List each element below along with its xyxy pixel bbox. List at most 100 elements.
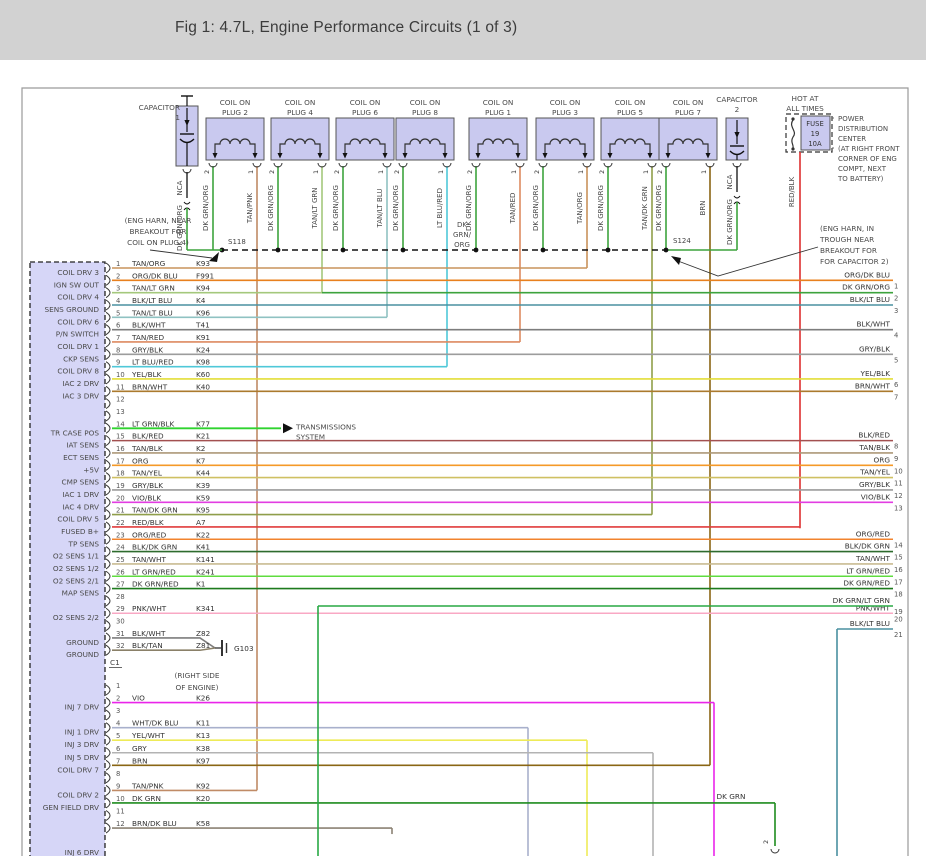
pin-bracket-icon [105, 583, 111, 595]
splice-s118-label: S118 [228, 238, 246, 246]
pin-number: 26 [116, 568, 125, 576]
pin-bracket-icon [105, 684, 111, 696]
pin-bracket-icon [105, 373, 111, 385]
circuit-code-label: K98 [196, 358, 210, 367]
pin-bracket-icon [105, 422, 111, 434]
pin-number: 8 [116, 346, 120, 354]
coil-label: PLUG 6 [352, 108, 378, 117]
pin-bracket-icon [105, 810, 111, 821]
wire-color-label: DK GRN [717, 792, 746, 801]
wire-color-label: DK GRN/ORG [202, 185, 210, 231]
pin-number: 7 [116, 757, 120, 765]
wire-color-label: GRY [132, 744, 147, 753]
wire-color-label: TAN/RED [509, 193, 517, 225]
transmission-system-label: SYSTEM [296, 432, 325, 441]
circuit-code-label: K40 [196, 382, 210, 391]
coil-pin-number: 1 [377, 170, 385, 174]
pin-number: 17 [116, 457, 125, 465]
fuse-terminal [791, 147, 795, 151]
coil-label: COIL ON [615, 98, 646, 107]
wire-color-label: TAN/ORG [576, 192, 584, 225]
diagram-frame [21, 87, 909, 856]
exit-number: 1 [894, 282, 898, 290]
pin-number: 22 [116, 519, 125, 527]
circuit-code-label: K44 [196, 469, 210, 478]
wire-color-label: DK GRN/ORG [465, 185, 473, 231]
wire-color-label: TAN/PNK [131, 781, 164, 790]
exit-wire-label: BLK/RED [858, 431, 890, 440]
connector-cup-icon [398, 162, 408, 168]
connector-cup-icon [338, 162, 348, 168]
exit-number: 11 [894, 480, 903, 488]
coil-label: PLUG 3 [552, 108, 578, 117]
pin-bracket-icon [105, 734, 111, 746]
harness-note-left: (ENG HARN, NEAR [125, 216, 192, 225]
circuit-code-label: K21 [196, 432, 210, 441]
arrowhead-icon [475, 153, 481, 159]
coil-winding-icon [477, 138, 519, 153]
connector-cup-icon [471, 162, 481, 168]
circuit-code-label: K93 [196, 259, 210, 268]
connector-cup-icon [382, 162, 392, 168]
pcm-pin-label: INJ 1 DRV [65, 728, 99, 737]
wire-color-label: VIO/BLK [132, 493, 161, 502]
pcm-pin-label: GROUND [66, 650, 99, 659]
circuit-code-label: K60 [196, 370, 210, 379]
pin-number: 9 [116, 782, 120, 790]
exit-wire-label: ORG [874, 455, 891, 464]
exit-wire-label: LT GRN/RED [846, 566, 890, 575]
pin-number: 13 [116, 408, 125, 416]
pin-bracket-icon [105, 822, 111, 834]
circuit-code-label: K341 [196, 604, 215, 613]
arrowhead-icon [342, 153, 348, 159]
pin-bracket-icon [105, 385, 111, 397]
coil-pin-number: 2 [466, 170, 474, 174]
coil-label: PLUG 4 [287, 108, 313, 117]
circuit-code-label: K141 [196, 555, 215, 564]
connector-cup-icon [515, 162, 525, 168]
connector-cup-icon [273, 162, 283, 168]
exit-wire-label: BLK/LT BLU [850, 295, 890, 304]
pin-number: 12 [116, 820, 125, 828]
wire-color-label: TAN/LT GRN [131, 284, 175, 293]
exit-number: 4 [894, 332, 898, 340]
pin-number: 2 [116, 272, 120, 280]
wire-color-label: DK GRN/ORG [532, 185, 540, 231]
wire-color-label: BLK/RED [132, 432, 164, 441]
arrowhead-icon [582, 153, 588, 159]
exit-wire-label: YEL/BLK [860, 369, 891, 378]
pin-number: 6 [116, 745, 120, 753]
coil-pin-number: 1 [642, 170, 650, 174]
coil-winding-icon [544, 138, 586, 153]
nca-wire-label: NCA [726, 174, 734, 189]
exit-number: 17 [894, 578, 903, 586]
connector-cup-icon [442, 162, 452, 168]
wire-color-label: ORG [132, 456, 149, 465]
circuit-code-label: K92 [196, 781, 210, 790]
pin-number: 31 [116, 630, 125, 638]
pin-number: 12 [116, 396, 125, 404]
circuit-code-label: K4 [196, 296, 206, 305]
splice-s124-label: S124 [673, 237, 691, 245]
fuse-element-icon [790, 119, 796, 149]
pdc-note: CORNER OF ENG [838, 155, 897, 163]
coil-label: PLUG 5 [617, 108, 643, 117]
wire-color-label: TAN/YEL [131, 469, 163, 478]
pin-number: 10 [116, 795, 125, 803]
note-arrow-icon [671, 256, 681, 265]
wire-color-label: LT BLU/RED [132, 358, 174, 367]
pcm-pin-label: IAC 4 DRV [62, 502, 99, 511]
circuit-code-label: K38 [196, 744, 210, 753]
pin-number: 25 [116, 556, 125, 564]
circuit-code-label: K7 [196, 456, 206, 465]
exit-wire-label: DK GRN/RED [843, 579, 890, 588]
wire-color-label: BLK/WHT [132, 321, 166, 330]
capacitor-arrow-icon [184, 120, 190, 126]
coil-label: COIL ON [220, 98, 251, 107]
figure-title: Fig 1: 4.7L, Engine Performance Circuits… [175, 19, 518, 36]
pcm-pin-label: COIL DRV 6 [57, 317, 99, 326]
pdc-note: CENTER [838, 135, 866, 143]
splice-dot [400, 247, 406, 253]
bus-wire-label: ORG [454, 241, 470, 249]
wire-color-label: LT GRN/RED [132, 567, 176, 576]
